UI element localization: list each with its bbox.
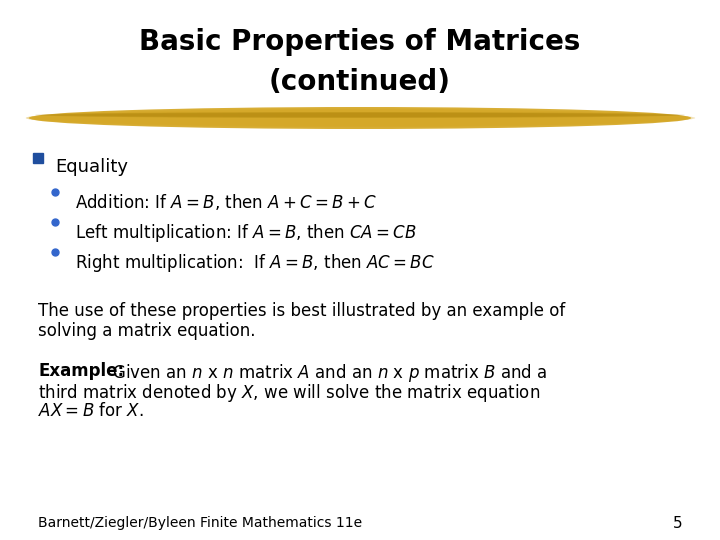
- Text: Equality: Equality: [55, 158, 128, 176]
- Ellipse shape: [29, 107, 691, 129]
- Text: Basic Properties of Matrices: Basic Properties of Matrices: [139, 28, 581, 56]
- Text: Barnett/Ziegler/Byleen Finite Mathematics 11e: Barnett/Ziegler/Byleen Finite Mathematic…: [38, 516, 362, 530]
- Text: 5: 5: [672, 516, 682, 531]
- Text: Given an $n$ x $n$ matrix $A$ and an $n$ x $p$ matrix $B$ and a: Given an $n$ x $n$ matrix $A$ and an $n$…: [107, 362, 547, 384]
- Text: solving a matrix equation.: solving a matrix equation.: [38, 322, 256, 340]
- Ellipse shape: [50, 112, 630, 118]
- Ellipse shape: [33, 110, 696, 126]
- Text: Example:: Example:: [38, 362, 124, 380]
- Ellipse shape: [26, 109, 688, 127]
- Text: $AX = B$ for $X$.: $AX = B$ for $X$.: [38, 402, 144, 420]
- Text: third matrix denoted by $X$, we will solve the matrix equation: third matrix denoted by $X$, we will sol…: [38, 382, 540, 404]
- Ellipse shape: [35, 112, 685, 118]
- Text: The use of these properties is best illustrated by an example of: The use of these properties is best illu…: [38, 302, 565, 320]
- Text: Left multiplication: If $A = B$, then $CA = CB$: Left multiplication: If $A = B$, then $C…: [75, 222, 417, 244]
- Text: (continued): (continued): [269, 68, 451, 96]
- Ellipse shape: [80, 113, 680, 117]
- Text: Addition: If $A = B$, then $A + C = B + C$: Addition: If $A = B$, then $A + C = B + …: [75, 192, 377, 212]
- Text: Right multiplication:  If $A = B$, then $AC = BC$: Right multiplication: If $A = B$, then $…: [75, 252, 435, 274]
